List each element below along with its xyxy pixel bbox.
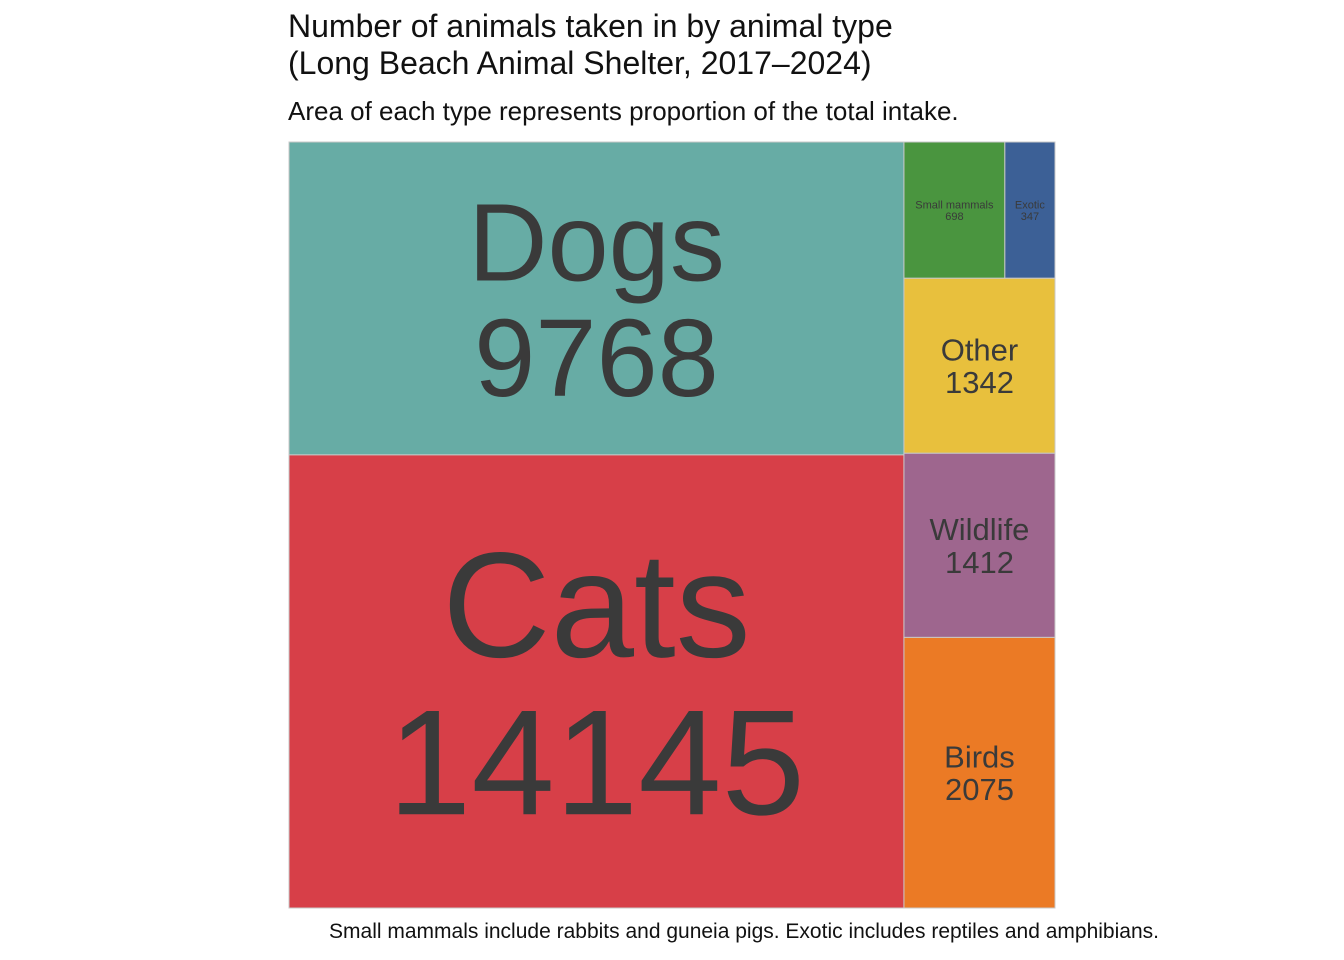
tile-rect-wildlife (903, 452, 1056, 638)
tile-value-wildlife: 1412 (945, 545, 1014, 580)
tile-label-exotic: Exotic (1015, 199, 1045, 211)
tile-value-birds: 2075 (945, 772, 1014, 807)
tile-rect-other (903, 277, 1056, 454)
tile-value-exotic: 347 (1021, 211, 1039, 223)
tile-rect-small-mammals (903, 141, 1006, 279)
tile-value-other: 1342 (945, 365, 1014, 400)
tile-label-cats: Cats (442, 521, 750, 689)
chart-subtitle: Area of each type represents proportion … (288, 96, 959, 126)
chart-title: Number of animals taken in by animal typ… (288, 8, 893, 81)
tile-rect-cats (288, 454, 905, 909)
tile-rect-exotic (1004, 141, 1056, 279)
tile-label-small-mammals: Small mammals (915, 199, 994, 211)
tile-value-dogs: 9768 (474, 297, 719, 420)
tile-value-small-mammals: 698 (945, 211, 963, 223)
tile-label-other: Other (941, 333, 1019, 368)
chart-caption: Small mammals include rabbits and guneia… (329, 920, 1159, 943)
tile-label-dogs: Dogs (468, 181, 725, 304)
tile-rect-dogs (288, 141, 905, 456)
tile-label-wildlife: Wildlife (930, 512, 1030, 547)
tile-label-birds: Birds (944, 740, 1015, 775)
tile-rect-birds (903, 636, 1056, 909)
tile-value-cats: 14145 (388, 678, 805, 846)
